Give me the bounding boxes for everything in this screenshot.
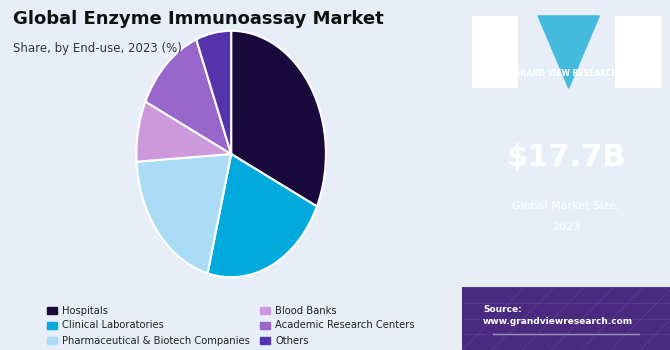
FancyBboxPatch shape: [614, 16, 661, 88]
Wedge shape: [137, 102, 231, 162]
FancyBboxPatch shape: [472, 16, 518, 88]
Polygon shape: [538, 16, 600, 88]
Legend: Hospitals, Clinical Laboratories, Pharmaceutical & Biotech Companies, Blood Bank: Hospitals, Clinical Laboratories, Pharma…: [48, 306, 415, 345]
Text: GRAND VIEW RESEARCH: GRAND VIEW RESEARCH: [514, 69, 618, 78]
Wedge shape: [208, 154, 317, 277]
Wedge shape: [196, 31, 231, 154]
Text: Global Enzyme Immunoassay Market: Global Enzyme Immunoassay Market: [13, 10, 384, 28]
Wedge shape: [231, 31, 326, 206]
Wedge shape: [145, 40, 231, 154]
Text: Global Market Size,: Global Market Size,: [513, 202, 620, 211]
Text: 2023: 2023: [552, 223, 580, 232]
Wedge shape: [137, 154, 231, 273]
Text: $17.7B: $17.7B: [507, 143, 626, 172]
Bar: [462, 287, 670, 350]
Text: Source:
www.grandviewresearch.com: Source: www.grandviewresearch.com: [483, 304, 633, 326]
Text: Share, by End-use, 2023 (%): Share, by End-use, 2023 (%): [13, 42, 182, 55]
